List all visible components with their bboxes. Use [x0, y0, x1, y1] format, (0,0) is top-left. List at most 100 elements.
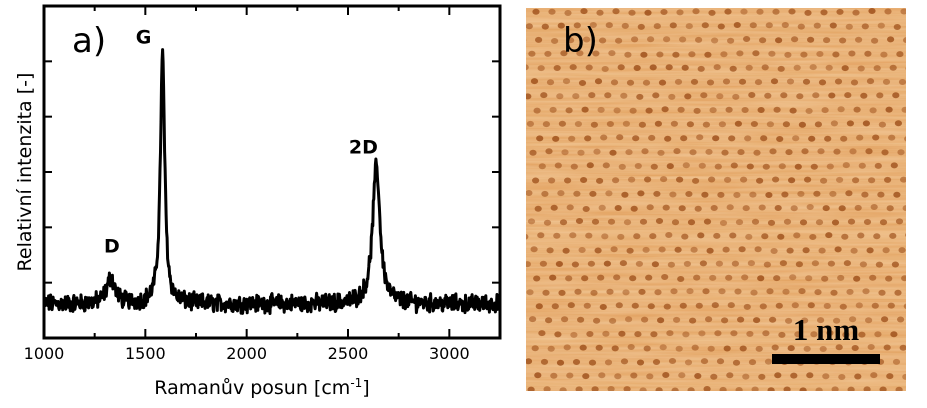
- stm-atom: [695, 302, 703, 309]
- stm-atom: [553, 65, 561, 71]
- stm-atom: [706, 247, 714, 254]
- stm-atom: [558, 120, 567, 127]
- stm-atom: [820, 9, 828, 16]
- stm-atom: [846, 288, 854, 295]
- stm-atom: [862, 288, 870, 295]
- stm-atom: [563, 344, 571, 351]
- stm-atom: [837, 106, 845, 113]
- stm-atom: [730, 162, 738, 169]
- stm-atom: [871, 302, 879, 309]
- stm-atom: [748, 359, 757, 366]
- stm-atom: [762, 330, 770, 337]
- stm-atom: [871, 37, 879, 44]
- stm-atom: [682, 331, 690, 338]
- stm-atom: [803, 345, 811, 352]
- stm-atom: [582, 373, 590, 380]
- stm-atom: [853, 106, 861, 113]
- stm-atom: [614, 205, 622, 211]
- stm-atom: [836, 8, 844, 15]
- stm-atom: [549, 106, 557, 113]
- stm-atom: [815, 219, 824, 226]
- stm-atom: [710, 205, 718, 211]
- stm-atom: [654, 120, 663, 127]
- stm-atom: [590, 289, 598, 296]
- stm-atom: [653, 190, 661, 197]
- stm-atom: [663, 36, 671, 43]
- stm-atom: [690, 246, 698, 253]
- stm-atom: [682, 162, 690, 169]
- stm-atom: [636, 359, 645, 366]
- stm-atom: [821, 275, 829, 282]
- stm-atom: [826, 163, 834, 170]
- stm-atom: [565, 275, 573, 282]
- stm-atom: [594, 78, 603, 85]
- stm-atom: [856, 134, 864, 141]
- stm-atom: [540, 92, 548, 99]
- stm-atom: [726, 372, 734, 379]
- stm-atom: [650, 163, 658, 170]
- stm-atom: [876, 92, 884, 99]
- stm-atom: [723, 345, 731, 352]
- stm-atom: [745, 233, 753, 240]
- stm-atom: [879, 386, 887, 391]
- stm-atom: [888, 134, 896, 141]
- stm-atom: [679, 302, 687, 309]
- stm-atom: [734, 120, 743, 127]
- stm-atom: [689, 317, 697, 324]
- stm-atom: [526, 93, 532, 100]
- stm-atom: [543, 219, 552, 226]
- stm-atom: [820, 177, 828, 184]
- stm-atom: [612, 177, 620, 184]
- stm-atom: [607, 218, 616, 225]
- stm-atom: [841, 233, 849, 240]
- stm-atom: [822, 205, 830, 212]
- stm-atom: [673, 148, 681, 155]
- stm-atom: [756, 8, 764, 15]
- stm-atom: [842, 162, 850, 169]
- stm-atom: [874, 331, 882, 338]
- stm-atom: [783, 218, 792, 225]
- stm-atom: [765, 192, 773, 198]
- stm-atom: [585, 232, 593, 239]
- stm-atom: [719, 220, 728, 226]
- stm-atom: [848, 50, 856, 57]
- stm-atom: [626, 79, 635, 86]
- stm-image: [526, 8, 914, 391]
- stm-atom: [570, 331, 578, 338]
- stm-atom: [882, 78, 891, 85]
- stm-atom: [766, 288, 774, 295]
- stm-atom: [535, 36, 543, 43]
- stm-atom: [782, 288, 790, 295]
- stm-atom: [554, 162, 562, 169]
- stm-atom: [769, 148, 777, 155]
- stm-atom: [708, 9, 716, 16]
- stm-atom: [738, 78, 747, 85]
- stm-atom: [601, 233, 609, 240]
- stm-atom: [839, 303, 847, 310]
- stm-atom: [852, 9, 860, 16]
- stm-atom: [790, 372, 798, 379]
- stm-atom: [628, 9, 636, 16]
- stm-atom: [729, 232, 737, 239]
- stm-atom: [833, 148, 841, 155]
- stm-atom: [834, 246, 842, 253]
- stm-atom: [907, 164, 914, 170]
- stm-atom: [878, 289, 886, 296]
- stm-atom: [687, 387, 695, 391]
- stm-atom: [669, 22, 677, 29]
- stm-atom: [728, 135, 736, 142]
- stm-atom: [557, 22, 565, 29]
- stm-atom: [526, 261, 531, 268]
- stm-atom: [677, 106, 685, 113]
- stm-atom: [789, 107, 797, 114]
- stm-atom: [541, 190, 549, 197]
- stm-atom: [607, 386, 615, 391]
- stm-atom: [692, 177, 700, 184]
- stm-atom: [581, 106, 589, 113]
- stm-atom: [695, 36, 703, 43]
- stm-atom: [837, 274, 845, 281]
- stm-atom: [873, 233, 881, 240]
- stm-atom: [658, 246, 666, 253]
- stm-atom: [777, 233, 785, 240]
